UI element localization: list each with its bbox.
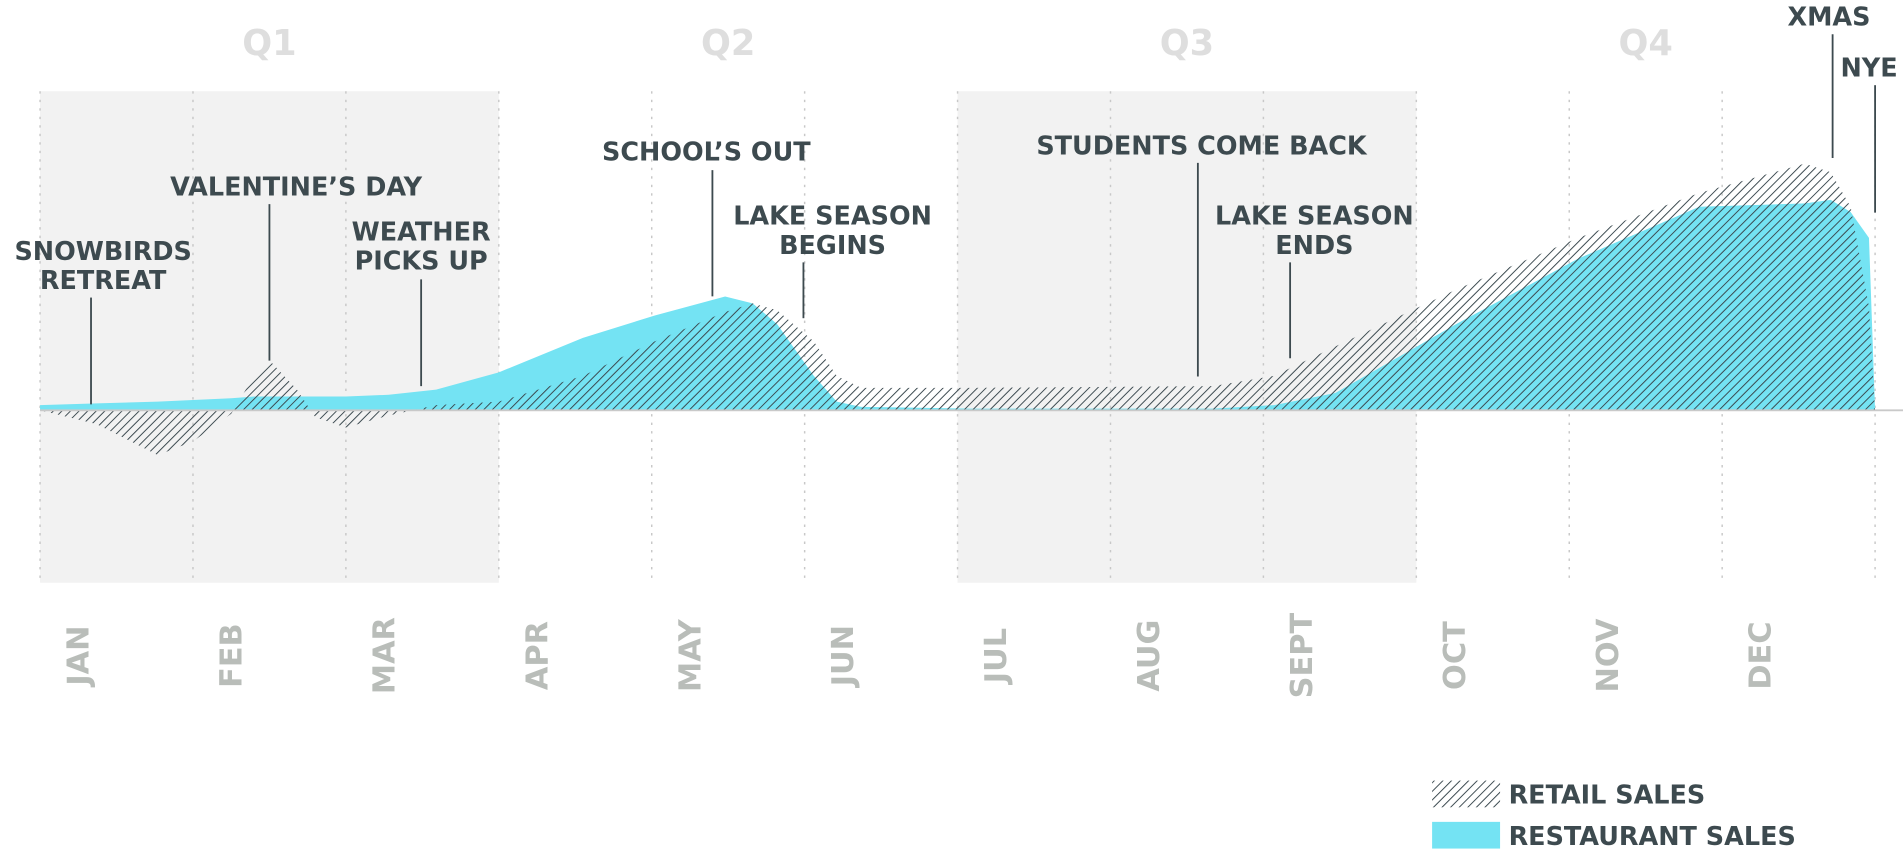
annotation: STUDENTS COME BACK bbox=[1036, 131, 1368, 377]
month-label: JUL bbox=[979, 628, 1014, 685]
month-label: DEC bbox=[1744, 622, 1779, 690]
month-label: APR bbox=[520, 621, 555, 690]
annotation-text: RETREAT bbox=[40, 266, 167, 296]
legend-item: RETAIL SALES bbox=[1432, 780, 1706, 811]
legend-label: RESTAURANT SALES bbox=[1509, 822, 1796, 850]
annotation-text: LAKE SEASON bbox=[1215, 202, 1414, 232]
month-label: MAY bbox=[673, 618, 708, 692]
legend-label: RETAIL SALES bbox=[1509, 781, 1706, 811]
annotation-text: ENDS bbox=[1275, 231, 1353, 261]
month-label: OCT bbox=[1438, 621, 1473, 690]
annotation-text: STUDENTS COME BACK bbox=[1036, 131, 1368, 161]
annotation-text: WEATHER bbox=[352, 218, 491, 248]
quarter-label: Q2 bbox=[701, 23, 755, 64]
month-label: SEPT bbox=[1285, 613, 1320, 699]
annotation-text: XMAS bbox=[1787, 3, 1870, 33]
annotation: VALENTINE’S DAY bbox=[170, 173, 423, 361]
legend-swatch bbox=[1432, 821, 1501, 849]
month-label: JUN bbox=[826, 625, 861, 688]
annotation-text: VALENTINE’S DAY bbox=[170, 173, 422, 203]
quarter-band bbox=[957, 91, 1417, 583]
annotation: SCHOOL’S OUT bbox=[602, 137, 811, 297]
month-label: MAR bbox=[367, 617, 402, 694]
quarter-label: Q3 bbox=[1160, 23, 1214, 64]
quarter-label: Q4 bbox=[1619, 23, 1673, 64]
annotation-text: BEGINS bbox=[779, 231, 886, 261]
month-label: AUG bbox=[1132, 620, 1167, 692]
annotation: NYE bbox=[1840, 54, 1898, 213]
annotation-text: SNOWBIRDS bbox=[14, 237, 191, 267]
month-label: FEB bbox=[215, 623, 250, 688]
annotation-text: PICKS UP bbox=[355, 247, 488, 277]
legend-item: RESTAURANT SALES bbox=[1432, 821, 1796, 850]
annotation: XMAS bbox=[1787, 3, 1870, 158]
quarter-label: Q1 bbox=[242, 23, 296, 64]
legend-swatch bbox=[1432, 780, 1501, 808]
annotation-text: NYE bbox=[1840, 54, 1897, 84]
annotation-text: LAKE SEASON bbox=[733, 202, 932, 232]
area-retail bbox=[40, 163, 1876, 456]
annotation-text: SCHOOL’S OUT bbox=[602, 137, 811, 167]
month-label: NOV bbox=[1591, 618, 1626, 692]
month-label: JAN bbox=[62, 626, 97, 688]
